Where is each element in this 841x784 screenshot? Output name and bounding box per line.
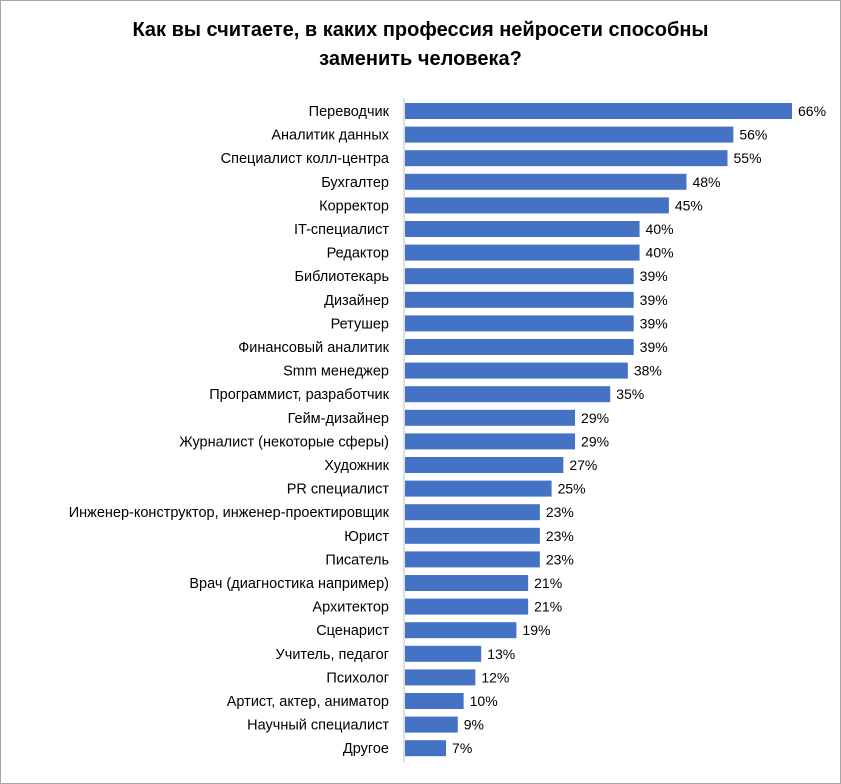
bar — [405, 173, 687, 190]
category-label: Бухгалтер — [321, 175, 389, 191]
category-label: Программист, разработчик — [209, 387, 389, 403]
category-label: Корректор — [319, 198, 389, 214]
data-label: 27% — [569, 457, 597, 473]
category-label: Аналитик данных — [271, 128, 389, 144]
bar — [405, 457, 564, 473]
data-label: 45% — [675, 197, 703, 213]
bar — [405, 575, 529, 591]
data-label: 25% — [558, 481, 586, 497]
chart-title-line-2: заменить человека? — [319, 48, 522, 70]
category-label: Редактор — [327, 246, 389, 262]
data-label: 39% — [640, 292, 668, 308]
category-label: Библиотекарь — [295, 269, 389, 285]
bar — [405, 504, 540, 521]
category-label: Архитектор — [312, 600, 389, 616]
data-label: 39% — [640, 268, 668, 284]
data-label: 9% — [464, 717, 484, 733]
bar — [405, 197, 669, 214]
category-label: Специалист колл-центра — [221, 151, 390, 167]
category-label: Писатель — [325, 552, 389, 568]
bar — [405, 622, 517, 639]
category-label: Научный специалист — [247, 718, 389, 734]
category-label: Журналист (некоторые сферы) — [179, 434, 389, 450]
category-label: IT-специалист — [294, 222, 389, 238]
category-label: Переводчик — [309, 104, 390, 120]
category-label: Ретушер — [331, 316, 389, 332]
category-label: Сценарист — [316, 623, 389, 639]
data-label: 29% — [581, 410, 609, 426]
bar — [405, 268, 634, 285]
category-label: Smm менеджер — [283, 364, 389, 380]
category-label: Финансовый аналитик — [238, 340, 389, 356]
data-label: 40% — [646, 221, 674, 237]
bar — [405, 291, 634, 308]
bar — [405, 150, 728, 167]
data-label: 38% — [634, 363, 662, 379]
bar — [405, 362, 628, 379]
data-label: 19% — [522, 622, 550, 638]
data-label: 48% — [692, 174, 720, 190]
bar — [405, 409, 576, 426]
bar — [405, 740, 447, 757]
chart-title: Как вы считаете, в каких профессия нейро… — [0, 16, 841, 74]
category-label: PR специалист — [287, 482, 390, 498]
data-label: 23% — [546, 551, 574, 567]
data-label: 40% — [646, 245, 674, 261]
data-label: 23% — [546, 504, 574, 520]
data-label: 39% — [640, 315, 668, 331]
category-label: Психолог — [326, 670, 389, 686]
bar — [405, 315, 634, 332]
category-label: Учитель, педагог — [276, 647, 389, 663]
data-label: 21% — [534, 599, 562, 615]
data-label: 13% — [487, 646, 515, 662]
bar — [405, 339, 634, 355]
bar — [405, 551, 540, 568]
category-label: Инженер-конструктор, инженер-проектировщ… — [69, 505, 390, 521]
data-label: 21% — [534, 575, 562, 591]
data-label: 29% — [581, 433, 609, 449]
data-label: 12% — [481, 669, 509, 685]
bar — [405, 527, 540, 544]
category-label: Дизайнер — [324, 293, 389, 309]
chart-title-line-1: Как вы считаете, в каких профессия нейро… — [132, 19, 709, 41]
data-label: 55% — [734, 150, 762, 166]
bar — [405, 669, 476, 686]
category-label: Артист, актер, аниматор — [227, 694, 389, 710]
bar — [405, 433, 576, 450]
category-label: Другое — [343, 741, 389, 757]
data-label: 39% — [640, 339, 668, 355]
data-label: 35% — [616, 386, 644, 402]
data-label: 7% — [452, 740, 472, 756]
bar — [405, 386, 611, 403]
data-label: 66% — [798, 103, 826, 119]
bar — [405, 693, 464, 709]
bar — [405, 126, 734, 143]
bar — [405, 716, 458, 733]
data-label: 10% — [470, 693, 498, 709]
category-label: Гейм-дизайнер — [288, 411, 389, 427]
category-label: Юрист — [344, 529, 389, 545]
bar — [405, 645, 482, 662]
bar — [405, 103, 792, 119]
bar — [405, 598, 529, 615]
category-label: Художник — [324, 458, 389, 474]
data-label: 56% — [739, 127, 767, 143]
bar — [405, 480, 552, 497]
bar — [405, 244, 640, 261]
category-label: Врач (диагностика например) — [189, 576, 389, 592]
bar — [405, 221, 640, 237]
data-label: 23% — [546, 528, 574, 544]
